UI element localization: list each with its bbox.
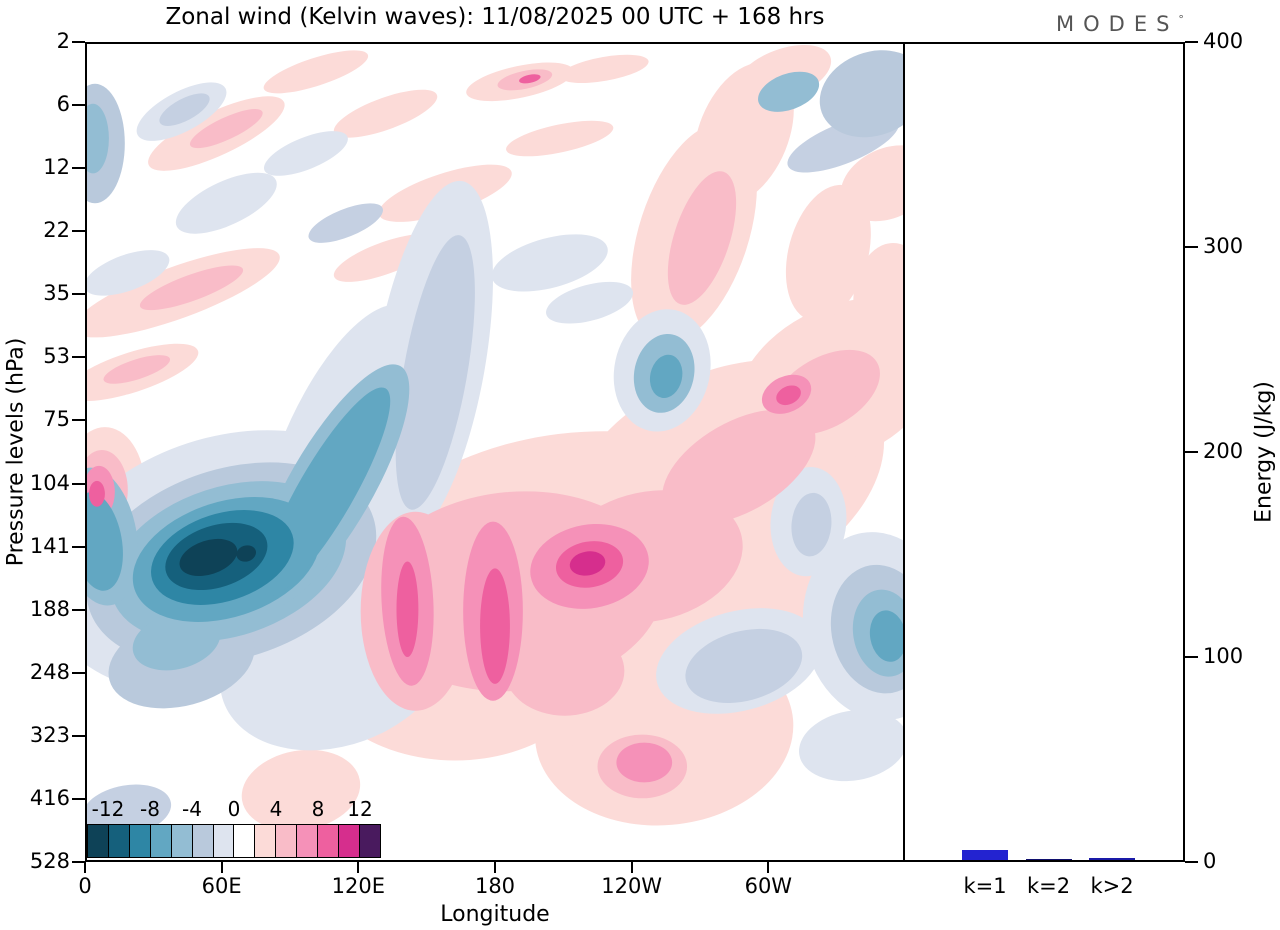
colorbar-label: 8	[311, 797, 325, 821]
contour-panel: -12 -8 -4 0 4 8 12	[87, 44, 905, 860]
pressure-tick-mark	[72, 861, 85, 863]
colorbar-label: -12	[91, 797, 125, 821]
pressure-tick-label: 104	[29, 470, 70, 495]
pressure-tick-mark	[72, 167, 85, 170]
pressure-tick-mark	[72, 797, 85, 800]
pressure-tick-mark	[72, 482, 85, 485]
energy-bar-category-label: k=2	[1026, 874, 1071, 898]
colorbar-cell	[149, 825, 171, 857]
colorbar	[87, 824, 381, 858]
energy-axis-title: Energy (J/kg)	[1251, 381, 1277, 523]
pressure-tick-label: 53	[43, 344, 70, 369]
longitude-tick-mark	[84, 862, 86, 873]
longitude-tick-mark	[630, 862, 633, 873]
pressure-tick-label: 188	[29, 596, 70, 621]
energy-tick-label: 100	[1203, 644, 1244, 668]
pressure-tick-label: 141	[29, 533, 70, 558]
pressure-tick-mark	[72, 104, 85, 107]
pressure-tick-mark	[72, 230, 85, 233]
pressure-tick-label: 248	[29, 659, 70, 684]
colorbar-label: -8	[140, 797, 160, 821]
longitude-tick-label: 180	[474, 874, 516, 898]
pressure-tick-label: 416	[29, 785, 70, 810]
colorbar-cell	[338, 825, 359, 857]
longitude-tick-label: 0	[78, 874, 92, 898]
energy-tick-mark	[1185, 861, 1198, 863]
chart-title: Zonal wind (Kelvin waves): 11/08/2025 00…	[165, 4, 825, 30]
energy-bar	[1025, 858, 1072, 860]
colorbar-cell	[170, 825, 192, 857]
pressure-tick-label: 75	[43, 407, 70, 432]
longitude-tick-mark	[220, 862, 223, 873]
contour-field	[87, 44, 903, 836]
colorbar-cell	[107, 825, 129, 857]
pressure-tick-label: 35	[43, 281, 70, 306]
pressure-tick-label: 6	[56, 92, 70, 117]
longitude-tick-label: 60W	[744, 874, 793, 898]
colorbar-cell	[191, 825, 213, 857]
plot-frame: -12 -8 -4 0 4 8 12	[85, 42, 1185, 862]
energy-bar-category-label: k>2	[1090, 874, 1134, 898]
pressure-tick-mark	[72, 356, 85, 359]
energy-tick-label: 0	[1203, 849, 1217, 873]
colorbar-cell	[358, 825, 380, 857]
pressure-tick-mark	[72, 545, 85, 548]
longitude-tick-mark	[767, 862, 770, 873]
pressure-tick-label: 2	[56, 29, 70, 53]
energy-tick-label: 300	[1203, 234, 1244, 258]
colorbar-label: 4	[269, 797, 283, 821]
energy-tick-label: 200	[1203, 439, 1244, 463]
energy-tick-mark	[1185, 246, 1198, 248]
pressure-tick-mark	[72, 293, 85, 296]
colorbar-cell	[254, 825, 276, 857]
colorbar-cell	[233, 825, 255, 857]
modes-logo-text: MODES	[1056, 12, 1179, 36]
colorbar-cell	[212, 825, 234, 857]
pressure-tick-label: 323	[29, 722, 70, 747]
pressure-tick-mark	[72, 671, 85, 674]
energy-bar-category-label: k=1	[963, 874, 1007, 898]
longitude-tick-label: 120W	[601, 874, 663, 898]
colorbar-legend: -12 -8 -4 0 4 8 12	[87, 797, 381, 858]
longitude-tick-mark	[357, 862, 360, 873]
energy-bar	[1089, 857, 1135, 860]
colorbar-cell	[88, 825, 108, 857]
energy-tick-mark	[1185, 41, 1198, 43]
energy-bar	[962, 849, 1008, 860]
colorbar-cell	[275, 825, 297, 857]
pressure-tick-mark	[72, 734, 85, 737]
energy-bar-panel	[905, 44, 1183, 860]
longitude-tick-label: 60E	[201, 874, 242, 898]
modes-logo: MODES°	[1056, 12, 1184, 36]
colorbar-cell	[296, 825, 318, 857]
pressure-axis-title: Pressure levels (hPa)	[3, 337, 29, 567]
longitude-tick-mark	[494, 862, 496, 873]
pressure-tick-mark	[72, 608, 85, 611]
longitude-axis-title: Longitude	[440, 902, 550, 927]
energy-tick-label: 400	[1203, 29, 1244, 53]
pressure-tick-label: 528	[29, 849, 70, 873]
pressure-tick-label: 22	[43, 218, 70, 243]
energy-tick-mark	[1185, 656, 1198, 658]
colorbar-label: 0	[227, 797, 241, 821]
colorbar-labels: -12 -8 -4 0 4 8 12	[87, 797, 381, 824]
colorbar-label: -4	[182, 797, 202, 821]
colorbar-cell	[317, 825, 339, 857]
energy-tick-mark	[1185, 451, 1198, 453]
colorbar-cell	[128, 825, 150, 857]
pressure-tick-mark	[72, 419, 85, 422]
colorbar-label: 12	[347, 797, 373, 821]
pressure-tick-label: 12	[43, 155, 70, 180]
longitude-tick-label: 120E	[331, 874, 386, 898]
modes-logo-degree: °	[1178, 13, 1184, 26]
pressure-tick-mark	[72, 41, 85, 43]
